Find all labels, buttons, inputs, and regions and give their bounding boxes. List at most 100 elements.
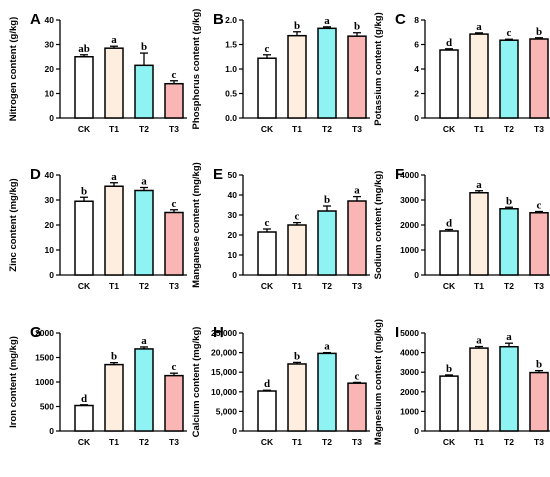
panel-h-sig-t1: b [294, 350, 300, 362]
panel-h-xtick-t2: T2 [322, 437, 332, 447]
panel-i-ytick-label: 3000 [400, 367, 419, 377]
panel-g-ytick-label: 0 [49, 426, 54, 436]
panel-e-ytick-label: 20 [228, 230, 238, 240]
panel-h-xtick-t3: T3 [352, 437, 362, 447]
panel-g: G Iron content (mg/kg) 0 500 1000 1500 2000 d CK… [8, 324, 187, 447]
panel-a-ytick-label: 0 [49, 113, 54, 123]
panel-f-ytick-label: 4000 [400, 170, 419, 180]
panel-e-xtick-ck: CK [261, 281, 274, 291]
panel-g-xtick-t1: T1 [109, 437, 119, 447]
panel-g-ytick-label: 2000 [35, 328, 54, 338]
panel-h-ylabel: Calcium content (mg/kg) [191, 327, 202, 438]
panel-g-bar-t1 [104, 363, 124, 432]
panel-a-bar-t2 [134, 64, 154, 119]
panel-i-xtick-t2: T2 [504, 437, 514, 447]
panel-a: A Nitrogen content (g/kg) 0 10 20 30 40 ab CK a T1… [8, 11, 187, 134]
panel-b-ytick-label: 0.0 [225, 113, 237, 123]
panel-a-ytick-label: 40 [45, 15, 55, 25]
panel-b-xtick-t2: T2 [322, 124, 332, 134]
panel-b-ylabel: Phosphorus content (g/kg) [191, 9, 202, 130]
panel-a-xtick-t1: T1 [109, 124, 119, 134]
panel-f-xtick-t1: T1 [474, 281, 484, 291]
panel-e-bar-t2 [317, 210, 337, 276]
panel-e-bar-t1 [287, 224, 307, 276]
panel-c-xtick-t2: T2 [504, 124, 514, 134]
panel-d-bar-t1 [104, 185, 124, 276]
panel-h-sig-ck: d [264, 378, 270, 390]
panel-e-bar-t3 [347, 200, 367, 276]
panel-e-sig-t2: b [324, 194, 330, 206]
panel-g-bar-ck [74, 404, 94, 432]
panel-a-bar-ck [74, 56, 94, 119]
panel-c-sig-t3: b [536, 26, 542, 38]
panel-i-xtick-ck: CK [443, 437, 456, 447]
panel-i-sig-t3: b [536, 359, 542, 371]
panel-d: D Zinc content (mg/kg) 0 10 20 30 40 b CK a T1 a T2 c… [8, 166, 187, 291]
panel-f-ytick-label: 3000 [400, 195, 419, 205]
panel-e-xtick-t2: T2 [322, 281, 332, 291]
panel-f-ylabel: Sodium content (mg/kg) [373, 171, 384, 280]
panel-e-ytick-label: 0 [232, 270, 237, 280]
panel-i-bar-t2 [499, 345, 519, 432]
panel-e-ytick-label: 40 [228, 190, 238, 200]
panel-c-xtick-t3: T3 [534, 124, 544, 134]
panel-a-sig-ck: ab [78, 43, 90, 55]
panel-i-bar-ck [439, 375, 459, 432]
panel-b-bar-t2 [317, 27, 337, 119]
panel-d-sig-t1: a [111, 171, 117, 183]
panel-f-ytick-label: 2000 [400, 220, 419, 230]
panel-i-ytick-label: 0 [414, 426, 419, 436]
panel-c-bar-t1 [469, 33, 489, 119]
panel-a-letter: A [30, 11, 41, 28]
panel-d-sig-t3: c [172, 198, 177, 210]
panel-b-sig-t2: a [324, 15, 330, 27]
panel-g-xtick-t2: T2 [139, 437, 149, 447]
panel-g-sig-ck: d [81, 393, 87, 405]
panel-f-sig-t2: b [506, 195, 512, 207]
panel-d-ytick-label: 0 [49, 270, 54, 280]
panel-g-sig-t1: b [111, 351, 117, 363]
panel-c-xtick-t1: T1 [474, 124, 484, 134]
panel-e-sig-t3: a [354, 185, 360, 197]
panel-h-xtick-ck: CK [261, 437, 274, 447]
panel-d-ytick-label: 40 [45, 170, 55, 180]
panel-i: I Magnesium content (mg/kg) 0 1000 2000 3000 4… [373, 319, 550, 447]
panel-f-bar-ck [439, 230, 459, 276]
panel-d-ylabel: Zinc content (mg/kg) [8, 178, 19, 271]
panel-a-sig-t1: a [111, 34, 117, 46]
panel-a-ytick-label: 30 [45, 40, 55, 50]
panel-i-bar-t1 [469, 347, 489, 432]
panel-e-sig-t1: c [295, 211, 300, 223]
panel-e: E Manganese content (mg/kg) 0 10 20 30 40 50 c CK… [191, 162, 370, 291]
panel-a-xtick-t2: T2 [139, 124, 149, 134]
panel-h: H Calcium content (mg/kg) 0 5,000 10,000 15,0… [191, 324, 370, 447]
panel-a-ytick-label: 10 [45, 89, 55, 99]
panel-f-bar-t2 [499, 208, 519, 276]
panel-h-ytick-label: 5,000 [216, 406, 238, 416]
panel-h-ytick-label: 10,000 [211, 387, 237, 397]
panel-b-sig-ck: c [265, 43, 270, 55]
panel-d-bar-ck [74, 200, 94, 276]
panel-i-ytick-label: 5000 [400, 328, 419, 338]
panel-c-ytick-label: 6 [414, 40, 419, 50]
panel-d-ytick-label: 20 [45, 220, 55, 230]
panel-f-xtick-t2: T2 [504, 281, 514, 291]
panel-b-ytick-label: 2.0 [225, 15, 237, 25]
panel-f-letter: F [395, 166, 404, 183]
panel-g-sig-t2: a [141, 335, 147, 347]
panel-d-sig-t2: a [141, 176, 147, 188]
panel-c-xtick-ck: CK [443, 124, 456, 134]
panel-i-ytick-label: 1000 [400, 406, 419, 416]
panel-g-ytick-label: 1500 [35, 353, 54, 363]
panel-c-sig-t2: c [507, 27, 512, 39]
panel-h-sig-t2: a [324, 341, 330, 353]
panel-f: F Sodium content (mg/kg) 0 1000 2000 3000 4000… [373, 166, 550, 291]
panel-b-ytick-label: 1.0 [225, 64, 237, 74]
panel-e-ytick-label: 50 [228, 170, 238, 180]
panel-h-sig-t3: c [355, 370, 360, 382]
panel-f-sig-t1: a [476, 179, 482, 191]
panel-c-bar-ck [439, 49, 459, 119]
panel-h-bar-t1 [287, 363, 307, 432]
panel-b-xtick-ck: CK [261, 124, 274, 134]
panel-f-sig-t3: c [537, 200, 542, 212]
